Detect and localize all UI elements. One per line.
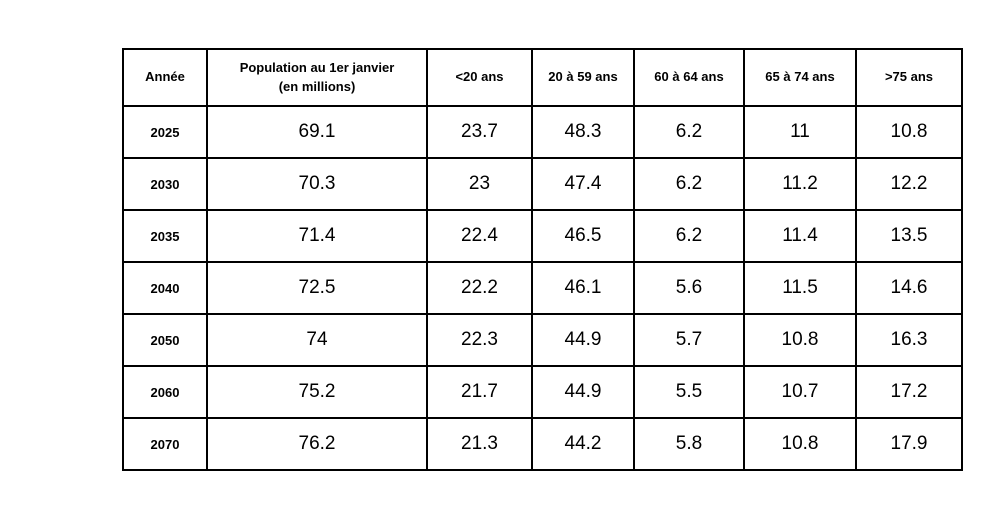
value-cell-65-74: 10.8 — [743, 417, 857, 471]
value-cell-60-64: 5.6 — [633, 261, 745, 315]
value-cell-under-20: 21.3 — [426, 417, 533, 471]
year-cell: 2035 — [122, 209, 208, 263]
value-cell-over-75: 10.8 — [855, 105, 963, 159]
table-row: 2040 72.5 22.2 46.1 5.6 11.5 14.6 — [122, 261, 963, 315]
year-cell: 2030 — [122, 157, 208, 211]
table-row: 2025 69.1 23.7 48.3 6.2 11 10.8 — [122, 105, 963, 159]
column-header-population: Population au 1er janvier (en millions) — [206, 48, 428, 107]
value-cell-population: 75.2 — [206, 365, 428, 419]
table-row: 2060 75.2 21.7 44.9 5.5 10.7 17.2 — [122, 365, 963, 419]
value-cell-20-59: 44.9 — [531, 313, 635, 367]
column-header-20-59: 20 à 59 ans — [531, 48, 635, 107]
value-cell-20-59: 44.2 — [531, 417, 635, 471]
value-cell-65-74: 11.5 — [743, 261, 857, 315]
value-cell-over-75: 17.2 — [855, 365, 963, 419]
value-cell-population: 71.4 — [206, 209, 428, 263]
value-cell-over-75: 14.6 — [855, 261, 963, 315]
year-cell: 2050 — [122, 313, 208, 367]
value-cell-65-74: 10.7 — [743, 365, 857, 419]
column-header-annee: Année — [122, 48, 208, 107]
value-cell-60-64: 5.7 — [633, 313, 745, 367]
column-header-60-64: 60 à 64 ans — [633, 48, 745, 107]
header-row: Année Population au 1er janvier (en mill… — [122, 48, 963, 107]
value-cell-60-64: 6.2 — [633, 209, 745, 263]
table-row: 2035 71.4 22.4 46.5 6.2 11.4 13.5 — [122, 209, 963, 263]
value-cell-60-64: 5.5 — [633, 365, 745, 419]
value-cell-20-59: 47.4 — [531, 157, 635, 211]
value-cell-under-20: 23 — [426, 157, 533, 211]
value-cell-65-74: 10.8 — [743, 313, 857, 367]
value-cell-population: 72.5 — [206, 261, 428, 315]
value-cell-under-20: 21.7 — [426, 365, 533, 419]
value-cell-65-74: 11.4 — [743, 209, 857, 263]
column-header-over-75: >75 ans — [855, 48, 963, 107]
column-header-65-74: 65 à 74 ans — [743, 48, 857, 107]
value-cell-under-20: 22.4 — [426, 209, 533, 263]
value-cell-60-64: 6.2 — [633, 105, 745, 159]
value-cell-20-59: 46.1 — [531, 261, 635, 315]
value-cell-60-64: 6.2 — [633, 157, 745, 211]
value-cell-under-20: 22.3 — [426, 313, 533, 367]
year-cell: 2040 — [122, 261, 208, 315]
value-cell-20-59: 48.3 — [531, 105, 635, 159]
population-projection-table: Année Population au 1er janvier (en mill… — [122, 48, 963, 471]
year-cell: 2060 — [122, 365, 208, 419]
value-cell-over-75: 17.9 — [855, 417, 963, 471]
value-cell-20-59: 46.5 — [531, 209, 635, 263]
year-cell: 2070 — [122, 417, 208, 471]
year-cell: 2025 — [122, 105, 208, 159]
table-row: 2030 70.3 23 47.4 6.2 11.2 12.2 — [122, 157, 963, 211]
value-cell-population: 70.3 — [206, 157, 428, 211]
value-cell-population: 69.1 — [206, 105, 428, 159]
value-cell-population: 74 — [206, 313, 428, 367]
value-cell-65-74: 11 — [743, 105, 857, 159]
value-cell-under-20: 23.7 — [426, 105, 533, 159]
value-cell-60-64: 5.8 — [633, 417, 745, 471]
value-cell-over-75: 12.2 — [855, 157, 963, 211]
table-row: 2050 74 22.3 44.9 5.7 10.8 16.3 — [122, 313, 963, 367]
value-cell-65-74: 11.2 — [743, 157, 857, 211]
value-cell-over-75: 16.3 — [855, 313, 963, 367]
value-cell-population: 76.2 — [206, 417, 428, 471]
value-cell-over-75: 13.5 — [855, 209, 963, 263]
column-header-under-20: <20 ans — [426, 48, 533, 107]
value-cell-20-59: 44.9 — [531, 365, 635, 419]
table-row: 2070 76.2 21.3 44.2 5.8 10.8 17.9 — [122, 417, 963, 471]
value-cell-under-20: 22.2 — [426, 261, 533, 315]
